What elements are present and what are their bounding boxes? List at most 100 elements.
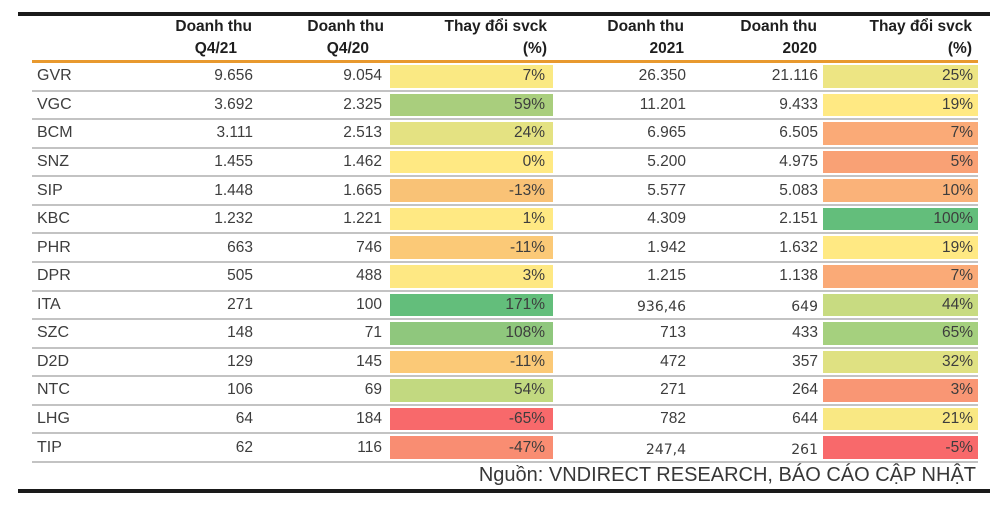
revenue-q4-20-value: 145 [356, 352, 382, 370]
revenue-q4-20-cell: 71 [258, 320, 390, 347]
revenue-2020-value: 1.632 [779, 238, 818, 256]
ticker-cell: LHG [32, 406, 140, 433]
revenue-q4-21-cell: 64 [140, 406, 258, 433]
revenue-q4-21-cell: 129 [140, 349, 258, 376]
revenue-2021-cell: 472 [553, 349, 690, 376]
change-q-value: -13% [508, 181, 545, 199]
revenue-2020-value: 649 [791, 298, 818, 315]
revenue-2021-value: 472 [660, 352, 686, 370]
change-q-cell: -11% [390, 234, 553, 261]
revenue-q4-20-cell: 1.462 [258, 149, 390, 176]
change-y-cell: 21% [823, 405, 978, 433]
revenue-q4-20-value: 71 [364, 324, 382, 342]
change-q-cell: 171% [390, 291, 553, 319]
revenue-q4-21-cell: 3.111 [140, 120, 258, 147]
table-row: SZC 148 71 108% 713 433 65% [32, 320, 978, 349]
revenue-q4-21-cell: 505 [140, 263, 258, 290]
revenue-q4-20-cell: 184 [258, 406, 390, 433]
table-row: SNZ 1.455 1.462 0% 5.200 4.975 5% [32, 148, 978, 178]
revenue-q4-21-cell: 271 [140, 292, 258, 319]
revenue-2021-value: 26.350 [638, 67, 686, 85]
ticker-label: BCM [37, 124, 73, 142]
table-row: D2D 129 145 -11% 472 357 32% [32, 348, 978, 378]
change-q-cell: 59% [390, 91, 553, 119]
revenue-q4-21-value: 129 [227, 352, 253, 370]
revenue-2020-cell: 6.505 [690, 120, 823, 147]
revenue-2020-value: 644 [792, 410, 818, 428]
revenue-2020-value: 261 [791, 441, 818, 458]
change-y-value: 65% [941, 324, 973, 342]
revenue-q4-20-cell: 1.221 [258, 206, 390, 233]
table-row: GVR 9.656 9.054 7% 26.350 21.116 25% [32, 63, 978, 92]
revenue-2020-cell: 1.632 [690, 234, 823, 261]
revenue-2020-value: 357 [792, 352, 818, 370]
change-y-cell: 25% [823, 63, 978, 90]
revenue-2020-cell: 357 [690, 349, 823, 376]
header-line1: Doanh thu [307, 18, 384, 35]
revenue-2021-value: 1.215 [647, 267, 686, 285]
ticker-cell: SNZ [32, 149, 140, 176]
revenue-2020-cell: 9.433 [690, 92, 823, 119]
header-line2: Q4/20 [326, 39, 369, 57]
revenue-q4-21-value: 148 [227, 324, 253, 342]
revenue-2021-cell: 782 [553, 406, 690, 433]
revenue-q4-21-cell: 106 [140, 377, 258, 404]
revenue-2020-cell: 433 [690, 320, 823, 347]
change-y-cell: 19% [823, 91, 978, 119]
change-y-cell: -5% [823, 434, 978, 461]
ticker-label: NTC [37, 381, 70, 399]
change-y-value: 100% [933, 210, 973, 228]
revenue-q4-21-cell: 62 [140, 434, 258, 461]
table-row: NTC 106 69 54% 271 264 3% [32, 377, 978, 406]
revenue-q4-20-cell: 69 [258, 377, 390, 404]
change-q-value: 54% [513, 381, 545, 399]
ticker-label: DPR [37, 267, 71, 285]
change-y-cell: 3% [823, 377, 978, 404]
revenue-2021-cell: 713 [553, 320, 690, 347]
revenue-q4-20-value: 488 [356, 267, 382, 285]
header-line1: Thay đổi svck [869, 18, 972, 35]
col-header-doanh-thu-2020: Doanh thu 2020 [690, 16, 823, 63]
ticker-cell: ITA [32, 292, 140, 319]
revenue-2020-cell: 2.151 [690, 206, 823, 233]
change-q-value: 3% [522, 267, 545, 285]
revenue-2021-value: 6.965 [647, 124, 686, 142]
revenue-2020-cell: 1.138 [690, 263, 823, 290]
revenue-q4-20-cell: 100 [258, 292, 390, 319]
change-y-cell: 100% [823, 205, 978, 233]
change-q-value: 59% [513, 95, 545, 113]
change-q-cell: 3% [390, 262, 553, 290]
ticker-cell: DPR [32, 263, 140, 290]
revenue-q4-21-value: 3.111 [216, 124, 254, 142]
header-line2: (%) [522, 39, 547, 57]
revenue-q4-20-value: 1.665 [343, 181, 382, 199]
revenue-2020-value: 1.138 [779, 267, 818, 285]
revenue-q4-21-value: 3.692 [214, 95, 253, 113]
revenue-q4-21-cell: 9.656 [140, 63, 258, 90]
table-row: BCM 3.111 2.513 24% 6.965 6.505 7% [32, 120, 978, 149]
revenue-q4-20-cell: 2.325 [258, 92, 390, 119]
change-q-value: 0% [522, 152, 545, 170]
header-line1: Doanh thu [607, 18, 684, 35]
revenue-2020-cell: 649 [690, 292, 823, 319]
change-q-cell: -65% [390, 405, 553, 433]
revenue-2021-cell: 1.942 [553, 234, 690, 261]
revenue-2021-cell: 5.200 [553, 149, 690, 176]
source-text: Nguồn: VNDIRECT RESEARCH, BÁO CÁO CẬP NH… [478, 464, 976, 487]
ticker-label: TIP [37, 438, 62, 456]
revenue-q4-21-value: 106 [227, 381, 253, 399]
change-q-value: -65% [508, 410, 545, 428]
revenue-q4-21-value: 505 [227, 267, 253, 285]
change-y-cell: 5% [823, 148, 978, 176]
revenue-q4-20-value: 746 [356, 238, 382, 256]
change-y-cell: 65% [823, 320, 978, 347]
revenue-q4-20-cell: 145 [258, 349, 390, 376]
revenue-q4-20-value: 69 [364, 381, 382, 399]
revenue-2021-value: 936,46 [637, 298, 686, 315]
header-line2: (%) [947, 39, 972, 57]
change-q-value: 7% [522, 67, 545, 85]
revenue-2021-cell: 6.965 [553, 120, 690, 147]
col-header-doanh-thu-q4-20: Doanh thu Q4/20 [258, 16, 390, 63]
revenue-2021-cell: 11.201 [553, 92, 690, 119]
